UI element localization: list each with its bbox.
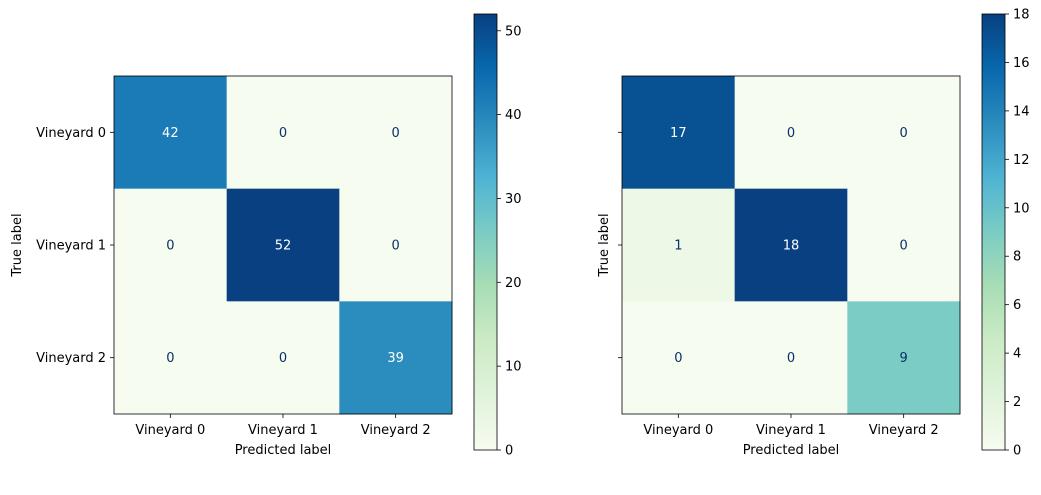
- cell-r0-c1: [734, 76, 848, 190]
- cell-r0-c2: [339, 76, 453, 190]
- colorbar-tick-label: 0: [1013, 444, 1021, 459]
- cell-value-r0-c2: 0: [392, 126, 400, 141]
- colorbar-tick-label: 10: [505, 360, 522, 375]
- cell-value-r0-c0: 17: [670, 126, 687, 141]
- x-tick-label: Vineyard 2: [869, 423, 939, 438]
- cell-r1-c2: [847, 188, 961, 302]
- confusion-matrix-left: 42 0 0 0 52 0 0 0 39 Vineyard 0 Vineyard 1 Vineyard…: [10, 13, 522, 459]
- cell-r1-c1: [734, 188, 848, 302]
- y-tick-label: Vineyard 0: [36, 126, 106, 141]
- cell-r0-c0: [114, 76, 228, 190]
- cell-r0-c1: [226, 76, 340, 190]
- colorbar: [473, 13, 498, 451]
- cell-value-r0-c0: 42: [162, 126, 179, 141]
- cell-value-r2-c2: 39: [387, 351, 404, 366]
- cell-r1-c0: [622, 188, 736, 302]
- cell-value-r0-c1: 0: [787, 126, 795, 141]
- colorbar-tick-label: 8: [1013, 250, 1021, 265]
- cell-value-r2-c0: 0: [674, 351, 682, 366]
- colorbar-tick-label: 6: [1013, 298, 1021, 313]
- cell-value-r2-c2: 9: [900, 351, 908, 366]
- cell-r1-c2: [339, 188, 453, 302]
- cell-r2-c0: [622, 301, 736, 415]
- cell-r2-c1: [226, 301, 340, 415]
- cell-value-r2-c1: 0: [279, 351, 287, 366]
- x-tick-label: Vineyard 1: [248, 423, 318, 438]
- cell-value-r1-c1: 18: [783, 239, 800, 254]
- cell-value-r1-c1: 52: [275, 239, 292, 254]
- colorbar-tick-label: 14: [1013, 104, 1030, 119]
- cell-r2-c2: [847, 301, 961, 415]
- cell-value-r1-c0: 1: [674, 239, 682, 254]
- colorbar-tick-label: 16: [1013, 56, 1030, 71]
- cell-value-r1-c2: 0: [900, 239, 908, 254]
- colorbar: [981, 13, 1006, 451]
- colorbar-tick-label: 12: [1013, 153, 1030, 168]
- cell-value-r1-c0: 0: [166, 239, 174, 254]
- colorbar-tick-label: 4: [1013, 347, 1021, 362]
- x-axis-label: Predicted label: [743, 443, 840, 458]
- y-axis-label: True label: [10, 213, 25, 277]
- cell-value-r2-c1: 0: [787, 351, 795, 366]
- colorbar-tick-label: 20: [505, 276, 522, 291]
- cell-r2-c2: [339, 301, 453, 415]
- colorbar-tick-label: 50: [505, 24, 522, 39]
- colorbar-tick-label: 30: [505, 192, 522, 207]
- y-tick-label: Vineyard 2: [36, 351, 106, 366]
- confusion-matrix-right: 17 0 0 1 18 0 0 0 9 Vineyard 0 Vineyard 1 Vineyard …: [597, 8, 1030, 459]
- x-tick-label: Vineyard 2: [361, 423, 431, 438]
- cell-r2-c1: [734, 301, 848, 415]
- x-axis-label: Predicted label: [235, 443, 332, 458]
- cell-value-r0-c1: 0: [279, 126, 287, 141]
- colorbar-tick-label: 18: [1013, 8, 1030, 23]
- cell-value-r0-c2: 0: [900, 126, 908, 141]
- y-tick-label: Vineyard 1: [36, 239, 106, 254]
- cell-r1-c0: [114, 188, 228, 302]
- cell-r1-c1: [226, 188, 340, 302]
- colorbar-tick-label: 40: [505, 108, 522, 123]
- colorbar-tick-label: 0: [505, 444, 513, 459]
- cell-r2-c0: [114, 301, 228, 415]
- colorbar-tick-label: 2: [1013, 395, 1021, 410]
- x-tick-label: Vineyard 0: [135, 423, 205, 438]
- colorbar-tick-label: 10: [1013, 201, 1030, 216]
- cell-r0-c0: [622, 76, 736, 190]
- x-tick-label: Vineyard 1: [756, 423, 826, 438]
- x-tick-label: Vineyard 0: [643, 423, 713, 438]
- cell-value-r2-c0: 0: [166, 351, 174, 366]
- cell-value-r1-c2: 0: [392, 239, 400, 254]
- cell-r0-c2: [847, 76, 961, 190]
- y-axis-label: True label: [597, 213, 612, 277]
